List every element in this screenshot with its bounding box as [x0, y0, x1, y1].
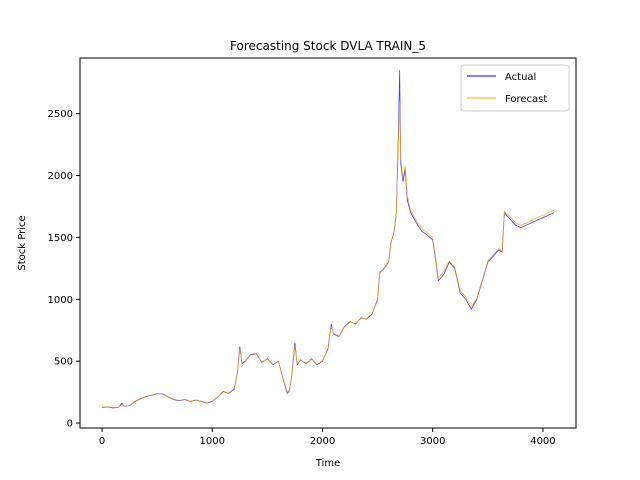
- legend-label-actual: Actual: [505, 72, 536, 83]
- legend-label-forecast: Forecast: [505, 94, 547, 105]
- y-tick-label: 1500: [48, 233, 73, 244]
- y-tick-label: 1000: [48, 295, 73, 306]
- plot-frame: [79, 57, 577, 429]
- x-tick-label: 1000: [200, 436, 225, 447]
- y-axis: 0 500 1000 1500 2000 2500: [48, 109, 80, 430]
- series-line-actual: [101, 70, 555, 409]
- x-tick-label: 3000: [420, 436, 445, 447]
- legend: Actual Forecast: [460, 64, 570, 112]
- x-axis: 0 1000 2000 3000 4000: [99, 428, 556, 447]
- series-layer: [101, 70, 555, 409]
- x-tick-label: 0: [99, 436, 105, 447]
- series-line-forecast: [102, 101, 555, 408]
- y-tick-label: 2500: [48, 109, 73, 120]
- y-axis-label: Stock Price: [17, 215, 28, 270]
- x-axis-label: Time: [315, 458, 340, 469]
- chart-title: Forecasting Stock DVLA TRAIN_5: [230, 39, 426, 53]
- y-tick-label: 0: [67, 419, 73, 430]
- y-tick-label: 2000: [48, 171, 73, 182]
- y-tick-label: 500: [54, 357, 73, 368]
- x-tick-label: 2000: [310, 436, 335, 447]
- x-tick-label: 4000: [530, 436, 555, 447]
